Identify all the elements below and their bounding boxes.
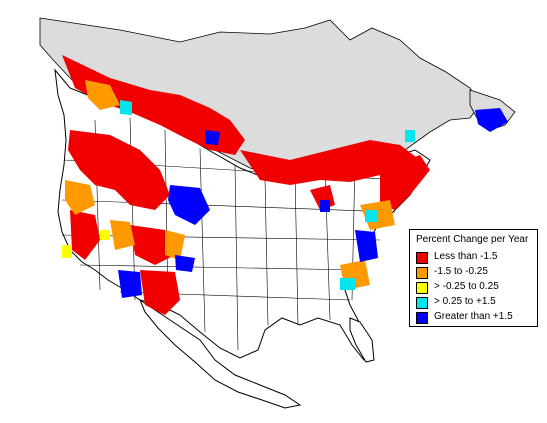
- stable-patches: [62, 230, 110, 258]
- legend-title: Percent Change per Year: [416, 234, 529, 245]
- legend-label: > -0.25 to 0.25: [434, 281, 499, 292]
- legend-swatch-blue: [416, 312, 428, 324]
- legend-label: Greater than +1.5: [434, 311, 513, 322]
- slight-increase-patches: [120, 100, 415, 290]
- increase-patches: [118, 108, 508, 298]
- decline-patches: [62, 55, 430, 315]
- legend-swatch-orange: [416, 267, 428, 279]
- florida: [349, 317, 375, 363]
- legend-swatch-red: [416, 252, 428, 264]
- legend-swatch-cyan: [416, 297, 428, 309]
- mexico-region: [138, 298, 302, 409]
- legend-label: > 0.25 to +1.5: [434, 296, 496, 307]
- legend-swatch-yellow: [416, 282, 428, 294]
- legend-label: -1.5 to -0.25: [434, 266, 488, 277]
- map-legend: Percent Change per Year Less than -1.5 -…: [409, 229, 538, 327]
- legend-label: Less than -1.5: [434, 251, 498, 262]
